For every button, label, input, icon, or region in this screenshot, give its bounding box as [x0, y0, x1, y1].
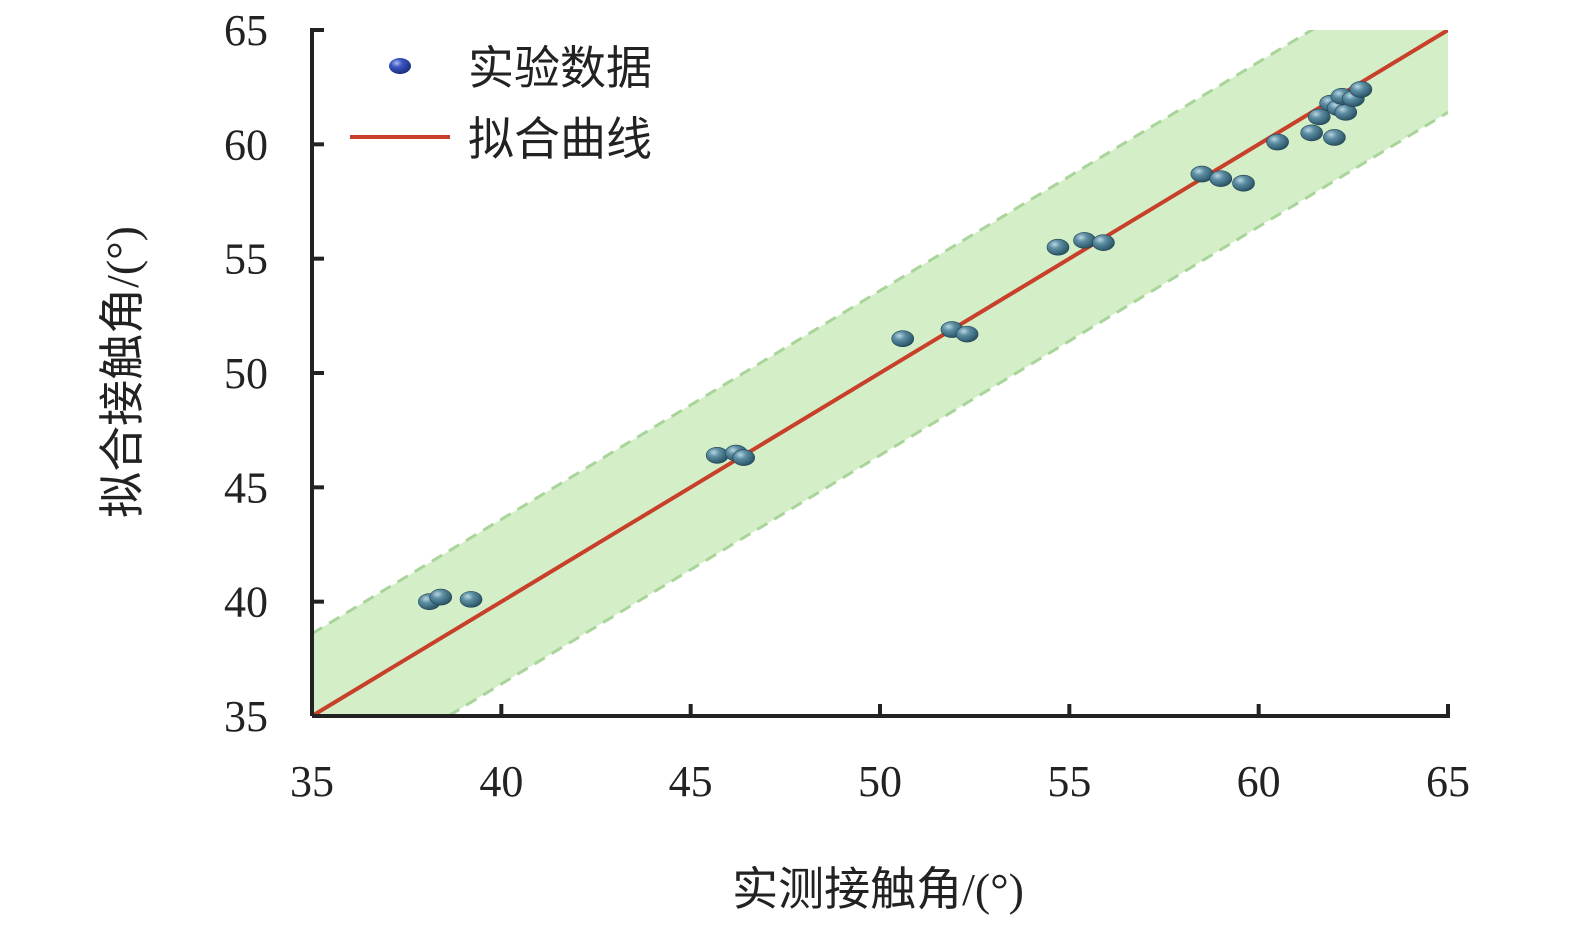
data-point	[1092, 234, 1115, 251]
y-tick-label: 35	[224, 692, 268, 741]
data-point	[1300, 124, 1323, 142]
x-tick-label: 40	[479, 757, 523, 806]
data-point	[705, 447, 729, 464]
fit-line	[312, 30, 1448, 716]
data-point	[459, 591, 483, 608]
data-point	[1046, 238, 1070, 256]
data-point	[1266, 133, 1289, 151]
data-point	[955, 325, 979, 343]
x-tick-label: 60	[1237, 757, 1281, 806]
y-tick-label: 60	[224, 120, 268, 169]
data-point	[732, 449, 755, 466]
y-tick-label: 40	[224, 578, 268, 627]
y-tick-label: 50	[224, 349, 268, 398]
axes: 35 40 45 50 55 60 65 35 40 45 50 55 60 65	[224, 6, 1470, 806]
y-tick-label: 65	[224, 6, 268, 55]
band-upper-edge	[312, 30, 1315, 635]
legend-marker-experimental-data	[389, 58, 411, 74]
x-tick-label: 65	[1426, 757, 1470, 806]
legend: 实验数据 拟合曲线	[350, 43, 652, 165]
data-point	[1209, 170, 1233, 187]
data-point	[1349, 81, 1373, 98]
legend-label-experimental-data: 实验数据	[468, 43, 652, 94]
band-lower-edge	[445, 111, 1448, 716]
legend-label-fit-line: 拟合曲线	[468, 114, 652, 165]
fit-line-layer	[312, 30, 1448, 716]
data-point	[1073, 232, 1096, 249]
y-tick-label: 45	[224, 463, 268, 512]
data-point	[1323, 129, 1346, 146]
data-point	[1307, 108, 1331, 126]
data-point	[1232, 174, 1255, 192]
x-tick-label: 35	[290, 757, 334, 806]
data-point	[429, 588, 453, 606]
x-tick-label: 50	[858, 757, 902, 806]
data-point	[891, 330, 915, 348]
data-point	[1190, 165, 1214, 183]
x-tick-label: 45	[669, 757, 713, 806]
y-tick-label: 55	[224, 235, 268, 284]
x-tick-label: 55	[1047, 757, 1091, 806]
x-axis-title: 实测接触角/(°)	[732, 864, 1024, 915]
data-points	[418, 81, 1373, 610]
y-axis-title: 拟合接触角/(°)	[97, 226, 148, 518]
